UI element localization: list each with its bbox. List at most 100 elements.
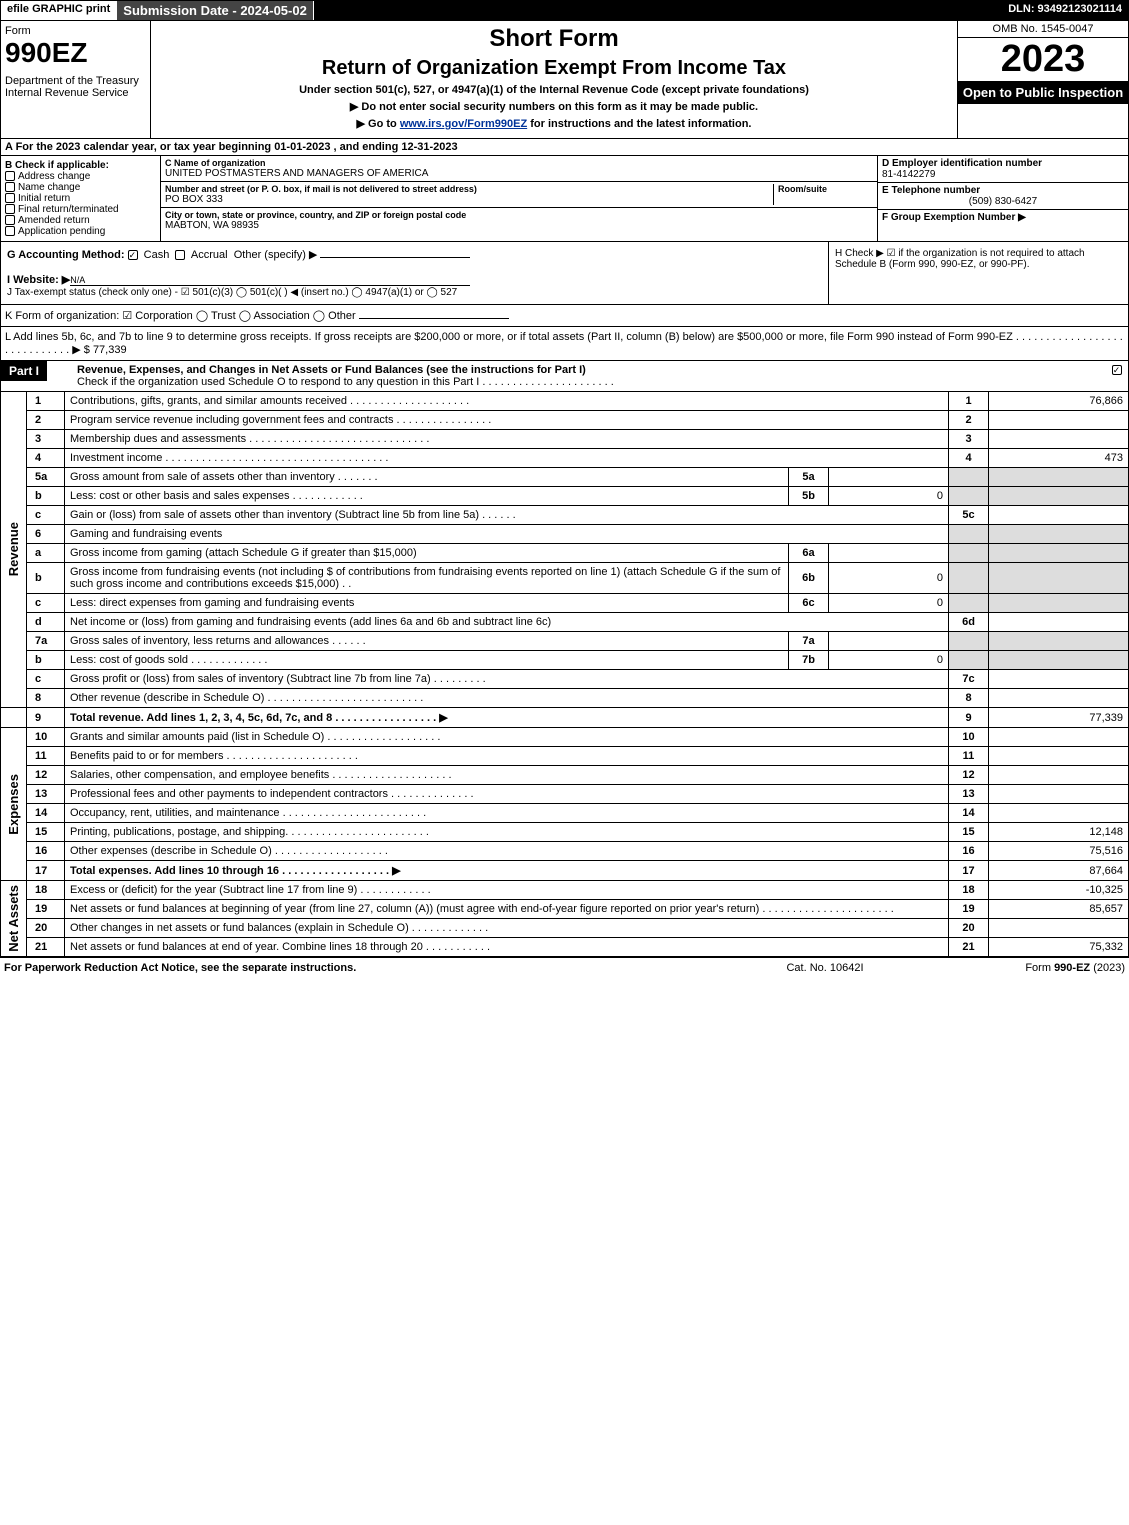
line-10: Expenses 10Grants and similar amounts pa… (1, 728, 1129, 747)
row-k: K Form of organization: ☑ Corporation ◯ … (0, 305, 1129, 327)
dln-label: DLN: 93492123021114 (1002, 1, 1128, 20)
j-label: J Tax-exempt status (check only one) - ☑… (7, 287, 457, 298)
phone-label: E Telephone number (882, 185, 1124, 196)
line-14: 14Occupancy, rent, utilities, and mainte… (1, 804, 1129, 823)
instruction-2: ▶ Go to www.irs.gov/Form990EZ for instru… (155, 117, 953, 130)
check-initial-return[interactable]: Initial return (5, 193, 156, 204)
l-label: L Add lines 5b, 6c, and 7b to line 9 to … (5, 331, 1123, 356)
lines-table: Revenue 1 Contributions, gifts, grants, … (0, 392, 1129, 957)
department-label: Department of the Treasury Internal Reve… (5, 75, 146, 99)
ein-row: D Employer identification number 81-4142… (878, 156, 1128, 183)
section-a-text: A For the 2023 calendar year, or tax yea… (5, 141, 458, 153)
part1-header-row: Part I Revenue, Expenses, and Changes in… (0, 361, 1129, 392)
group-exemption-label: F Group Exemption Number ▶ (882, 212, 1026, 223)
org-address: PO BOX 333 (165, 194, 773, 205)
org-addr-row: Number and street (or P. O. box, if mail… (161, 182, 877, 208)
header-right: OMB No. 1545-0047 2023 Open to Public In… (958, 21, 1128, 138)
org-city: MABTON, WA 98935 (165, 220, 873, 231)
line-5b: bLess: cost or other basis and sales exp… (1, 487, 1129, 506)
section-a: A For the 2023 calendar year, or tax yea… (0, 139, 1129, 156)
addr-label: Number and street (or P. O. box, if mail… (165, 184, 773, 194)
inspection-label: Open to Public Inspection (958, 81, 1128, 104)
city-label: City or town, state or province, country… (165, 210, 873, 220)
check-application-pending[interactable]: Application pending (5, 226, 156, 237)
line-19: 19Net assets or fund balances at beginni… (1, 900, 1129, 919)
line-9: 9Total revenue. Add lines 1, 2, 3, 4, 5c… (1, 708, 1129, 728)
short-form-title: Short Form (155, 25, 953, 53)
phone-value: (509) 830-6427 (882, 196, 1124, 207)
line-6d: dNet income or (loss) from gaming and fu… (1, 613, 1129, 632)
tax-year: 2023 (958, 38, 1128, 81)
part1-check[interactable] (1108, 361, 1128, 391)
check-cash[interactable] (128, 250, 138, 260)
part1-sub: Check if the organization used Schedule … (77, 376, 614, 388)
org-name: UNITED POSTMASTERS AND MANAGERS OF AMERI… (165, 168, 873, 179)
line-20: 20Other changes in net assets or fund ba… (1, 919, 1129, 938)
section-h: H Check ▶ ☑ if the organization is not r… (828, 242, 1128, 304)
column-b: B Check if applicable: Address change Na… (1, 156, 161, 241)
line-13: 13Professional fees and other payments t… (1, 785, 1129, 804)
line-6: 6Gaming and fundraising events (1, 525, 1129, 544)
instr2-pre: ▶ Go to (357, 118, 400, 130)
line-15: 15Printing, publications, postage, and s… (1, 823, 1129, 842)
check-address-change[interactable]: Address change (5, 171, 156, 182)
row-gh: G Accounting Method: Cash Accrual Other … (0, 242, 1129, 305)
h-label: H Check ▶ ☑ if the organization is not r… (835, 248, 1085, 270)
line-2: 2Program service revenue including gover… (1, 411, 1129, 430)
k-other-input[interactable] (359, 318, 509, 319)
line-18: Net Assets 18Excess or (deficit) for the… (1, 881, 1129, 900)
part1-tag-wrap: Part I (1, 361, 71, 391)
line-12: 12Salaries, other compensation, and empl… (1, 766, 1129, 785)
line-7a: 7aGross sales of inventory, less returns… (1, 632, 1129, 651)
line-16: 16Other expenses (describe in Schedule O… (1, 842, 1129, 861)
org-name-row: C Name of organization UNITED POSTMASTER… (161, 156, 877, 182)
line-6b: bGross income from fundraising events (n… (1, 563, 1129, 594)
line-17: 17Total expenses. Add lines 10 through 1… (1, 861, 1129, 881)
instr2-post: for instructions and the latest informat… (527, 118, 751, 130)
line-1: Revenue 1 Contributions, gifts, grants, … (1, 392, 1129, 411)
form-label: Form (5, 25, 146, 37)
submission-date: Submission Date - 2024-05-02 (117, 1, 314, 20)
l-value: 77,339 (93, 344, 127, 356)
accounting-method: G Accounting Method: Cash Accrual Other … (1, 242, 828, 304)
line-6c: cLess: direct expenses from gaming and f… (1, 594, 1129, 613)
side-expenses: Expenses (6, 774, 21, 835)
check-accrual[interactable] (175, 250, 185, 260)
row-l: L Add lines 5b, 6c, and 7b to line 9 to … (0, 327, 1129, 361)
part1-title-wrap: Revenue, Expenses, and Changes in Net As… (71, 361, 1108, 391)
side-netassets: Net Assets (6, 885, 21, 952)
check-amended-return[interactable]: Amended return (5, 215, 156, 226)
check-name-change[interactable]: Name change (5, 182, 156, 193)
footer-mid: Cat. No. 10642I (725, 962, 925, 974)
header-middle: Short Form Return of Organization Exempt… (151, 21, 958, 138)
irs-link[interactable]: www.irs.gov/Form990EZ (400, 118, 527, 130)
group-exemption-row: F Group Exemption Number ▶ (878, 210, 1128, 225)
line-11: 11Benefits paid to or for members . . . … (1, 747, 1129, 766)
part1-tag: Part I (1, 361, 47, 381)
col-b-header: B Check if applicable: (5, 160, 156, 171)
return-title: Return of Organization Exempt From Incom… (155, 57, 953, 80)
check-final-return[interactable]: Final return/terminated (5, 204, 156, 215)
column-de: D Employer identification number 81-4142… (878, 156, 1128, 241)
line-6a: aGross income from gaming (attach Schedu… (1, 544, 1129, 563)
footer-left: For Paperwork Reduction Act Notice, see … (4, 962, 725, 974)
line-7b: bLess: cost of goods sold . . . . . . . … (1, 651, 1129, 670)
website-value: N/A (70, 275, 470, 286)
ein-value: 81-4142279 (882, 169, 1124, 180)
page-footer: For Paperwork Reduction Act Notice, see … (0, 957, 1129, 978)
line-5a: 5aGross amount from sale of assets other… (1, 468, 1129, 487)
line-21: 21Net assets or fund balances at end of … (1, 938, 1129, 957)
line-5c: cGain or (loss) from sale of assets othe… (1, 506, 1129, 525)
side-revenue: Revenue (6, 522, 21, 576)
org-name-label: C Name of organization (165, 158, 873, 168)
section-bcdef: B Check if applicable: Address change Na… (0, 156, 1129, 242)
ein-label: D Employer identification number (882, 158, 1124, 169)
header-subtitle: Under section 501(c), 527, or 4947(a)(1)… (155, 84, 953, 96)
header-left: Form 990EZ Department of the Treasury In… (1, 21, 151, 138)
instruction-1: ▶ Do not enter social security numbers o… (155, 100, 953, 113)
other-method-input[interactable] (320, 257, 470, 258)
efile-print-label[interactable]: efile GRAPHIC print (1, 1, 117, 20)
topbar: efile GRAPHIC print Submission Date - 20… (0, 0, 1129, 21)
line-8: 8Other revenue (describe in Schedule O) … (1, 689, 1129, 708)
omb-number: OMB No. 1545-0047 (958, 21, 1128, 38)
